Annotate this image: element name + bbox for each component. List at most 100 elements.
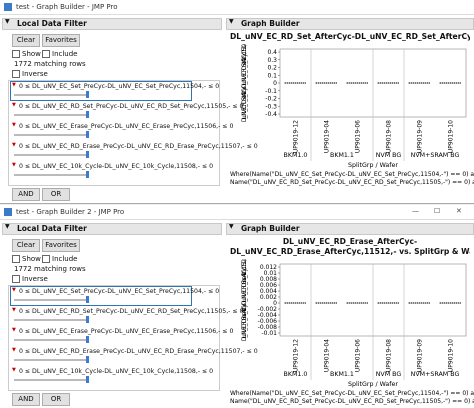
filter-arrow: ▼ <box>12 327 16 333</box>
window-control[interactable]: ☐ <box>434 207 441 215</box>
favorites-button[interactable]: Favorites <box>42 34 80 47</box>
filter-condition[interactable]: 0 ≤ DL_uNV_EC_RD_Set_PreCyc-DL_uNV_EC_RD… <box>19 103 244 110</box>
clear-button[interactable]: Clear <box>12 239 40 252</box>
filter-condition[interactable]: 0 ≤ DL_uNV_EC_10k_Cycle-DL_uNV_EC_10k_Cy… <box>19 163 214 170</box>
group-label: NVM BG <box>376 371 402 378</box>
y-tick-label: 0.012 <box>260 264 277 271</box>
filter-condition[interactable]: 0 ≤ DL_uNV_EC_Erase_PreCyc-DL_uNV_EC_Era… <box>19 123 234 130</box>
filter-slider <box>14 299 88 301</box>
wafer-label: UP9019-12 <box>293 120 300 153</box>
favorites-button[interactable]: Favorites <box>42 239 80 252</box>
slider-thumb[interactable] <box>86 316 89 323</box>
group-label: BKM1.0 <box>284 152 308 159</box>
filter-condition[interactable]: 0 ≤ DL_uNV_EC_10k_Cycle-DL_uNV_EC_10k_Cy… <box>19 368 214 375</box>
include-checkbox[interactable]: Include <box>42 50 77 58</box>
inverse-checkbox[interactable]: Inverse <box>12 275 48 283</box>
slider-thumb[interactable] <box>86 111 89 118</box>
filter-arrow: ▼ <box>12 287 16 293</box>
group-label: BKM1.1 <box>330 371 354 378</box>
graph-title: DL_uNV_EC_RD_Erase_AfterCyc,11512,- vs. … <box>230 248 470 256</box>
inverse-label: Inverse <box>22 70 48 78</box>
y-tick-label: -0.008 <box>258 324 278 331</box>
window-control[interactable]: — <box>412 207 419 215</box>
or-button[interactable]: OR <box>42 188 70 201</box>
collapse-arrow: ▼ <box>5 18 10 25</box>
filter-condition[interactable]: 0 ≤ DL_uNV_EC_Set_PreCyc-DL_uNV_EC_Set_P… <box>19 288 220 295</box>
where-clause: Where(Name("DL_uNV_EC_Set_PreCyc-DL_uNV_… <box>230 390 474 397</box>
include-label: Include <box>52 50 78 58</box>
window-title: test - Graph Builder 2 - JMP Pro <box>16 208 125 216</box>
checkbox <box>12 255 20 263</box>
y-tick-label: -0.2 <box>265 96 277 103</box>
wafer-label: UP9019-12 <box>293 339 300 372</box>
y-tick-label: 0.002 <box>260 294 277 301</box>
y-tick-label: -0.004 <box>258 312 278 319</box>
window: test - Graph Builder 2 - JMP Pro — ☐ ✕ Local… <box>0 205 474 408</box>
y-tick-label: -0.1 <box>265 88 277 95</box>
filter-header[interactable]: Local Data Filter <box>2 223 222 235</box>
y-tick-label: -0.3 <box>265 103 277 110</box>
selected-filter <box>10 286 192 306</box>
filter-slider <box>14 339 88 341</box>
inverse-checkbox[interactable]: Inverse <box>12 70 48 78</box>
show-checkbox[interactable]: Show <box>12 50 41 58</box>
show-label: Show <box>22 255 41 263</box>
filter-condition[interactable]: 0 ≤ DL_uNV_EC_Erase_PreCyc-DL_uNV_EC_Era… <box>19 328 234 335</box>
or-button[interactable]: OR <box>42 393 70 406</box>
collapse-arrow: ▼ <box>229 223 234 230</box>
clear-button[interactable]: Clear <box>12 34 40 47</box>
filter-arrow: ▼ <box>12 162 16 168</box>
group-label: BKM1.1 <box>330 152 354 159</box>
filter-slider <box>14 319 88 321</box>
slider-thumb[interactable] <box>86 131 89 138</box>
y-tick-label: 0.008 <box>260 276 277 283</box>
slider-thumb[interactable] <box>86 151 89 158</box>
checkbox <box>42 50 50 58</box>
wafer-label: UP9019-06 <box>355 339 362 372</box>
y-tick-label: 0.3 <box>267 57 277 64</box>
filter-condition[interactable]: 0 ≤ DL_uNV_EC_RD_Erase_PreCyc-DL_uNV_EC_… <box>19 348 258 355</box>
slider-thumb[interactable] <box>86 376 89 383</box>
filter-arrow: ▼ <box>12 102 16 108</box>
collapse-arrow: ▼ <box>229 18 234 25</box>
group-label: NVM BG <box>376 152 402 159</box>
slider-thumb[interactable] <box>86 356 89 363</box>
graph-header[interactable]: Graph Builder <box>226 18 474 30</box>
filter-condition[interactable]: 0 ≤ DL_uNV_EC_RD_Set_PreCyc-DL_uNV_EC_RD… <box>19 308 244 315</box>
wafer-label: UP9019-09 <box>417 339 424 372</box>
filter-slider <box>14 359 88 361</box>
slider-thumb[interactable] <box>86 336 89 343</box>
filter-slider <box>14 154 88 156</box>
app-icon <box>4 208 12 216</box>
y-tick-label: -0.01 <box>261 330 277 337</box>
where-clause: Name("DL_uNV_EC_RD_Set_PreCyc-DL_uNV_EC_… <box>230 398 474 405</box>
x-axis-label: SplitGrp / Wafer <box>348 381 398 388</box>
filter-arrow: ▼ <box>12 367 16 373</box>
filter-condition[interactable]: 0 ≤ DL_uNV_EC_Set_PreCyc-DL_uNV_EC_Set_P… <box>19 83 220 90</box>
window-control[interactable]: ✕ <box>456 207 462 215</box>
matching-rows: 1772 matching rows <box>14 265 86 273</box>
and-button[interactable]: AND <box>12 188 40 201</box>
slider-thumb[interactable] <box>86 91 89 98</box>
y-tick-label: -0.4 <box>265 111 277 118</box>
group-label: BKM1.0 <box>284 371 308 378</box>
include-checkbox[interactable]: Include <box>42 255 77 263</box>
window: test - Graph Builder - JMP Pro Local Data… <box>0 0 474 204</box>
wafer-label: UP9019-06 <box>355 120 362 153</box>
plot: 0.0120.010.0080.0060.0040.0020-0.002-0.0… <box>230 259 474 405</box>
filter-slider <box>14 379 88 381</box>
filter-header[interactable]: Local Data Filter <box>2 18 222 30</box>
checkbox <box>12 70 20 78</box>
show-checkbox[interactable]: Show <box>12 255 41 263</box>
filter-arrow: ▼ <box>12 347 16 353</box>
selected-filter <box>10 81 192 101</box>
y-tick-label: 0.2 <box>267 65 277 72</box>
y-tick-label: -0.002 <box>258 306 278 313</box>
filter-slider <box>14 94 88 96</box>
slider-thumb[interactable] <box>86 171 89 178</box>
y-tick-label: 0.1 <box>267 72 277 79</box>
y-tick-label: 0 <box>273 80 277 87</box>
slider-thumb[interactable] <box>86 296 89 303</box>
filter-condition[interactable]: 0 ≤ DL_uNV_EC_RD_Erase_PreCyc-DL_uNV_EC_… <box>19 143 258 150</box>
and-button[interactable]: AND <box>12 393 40 406</box>
